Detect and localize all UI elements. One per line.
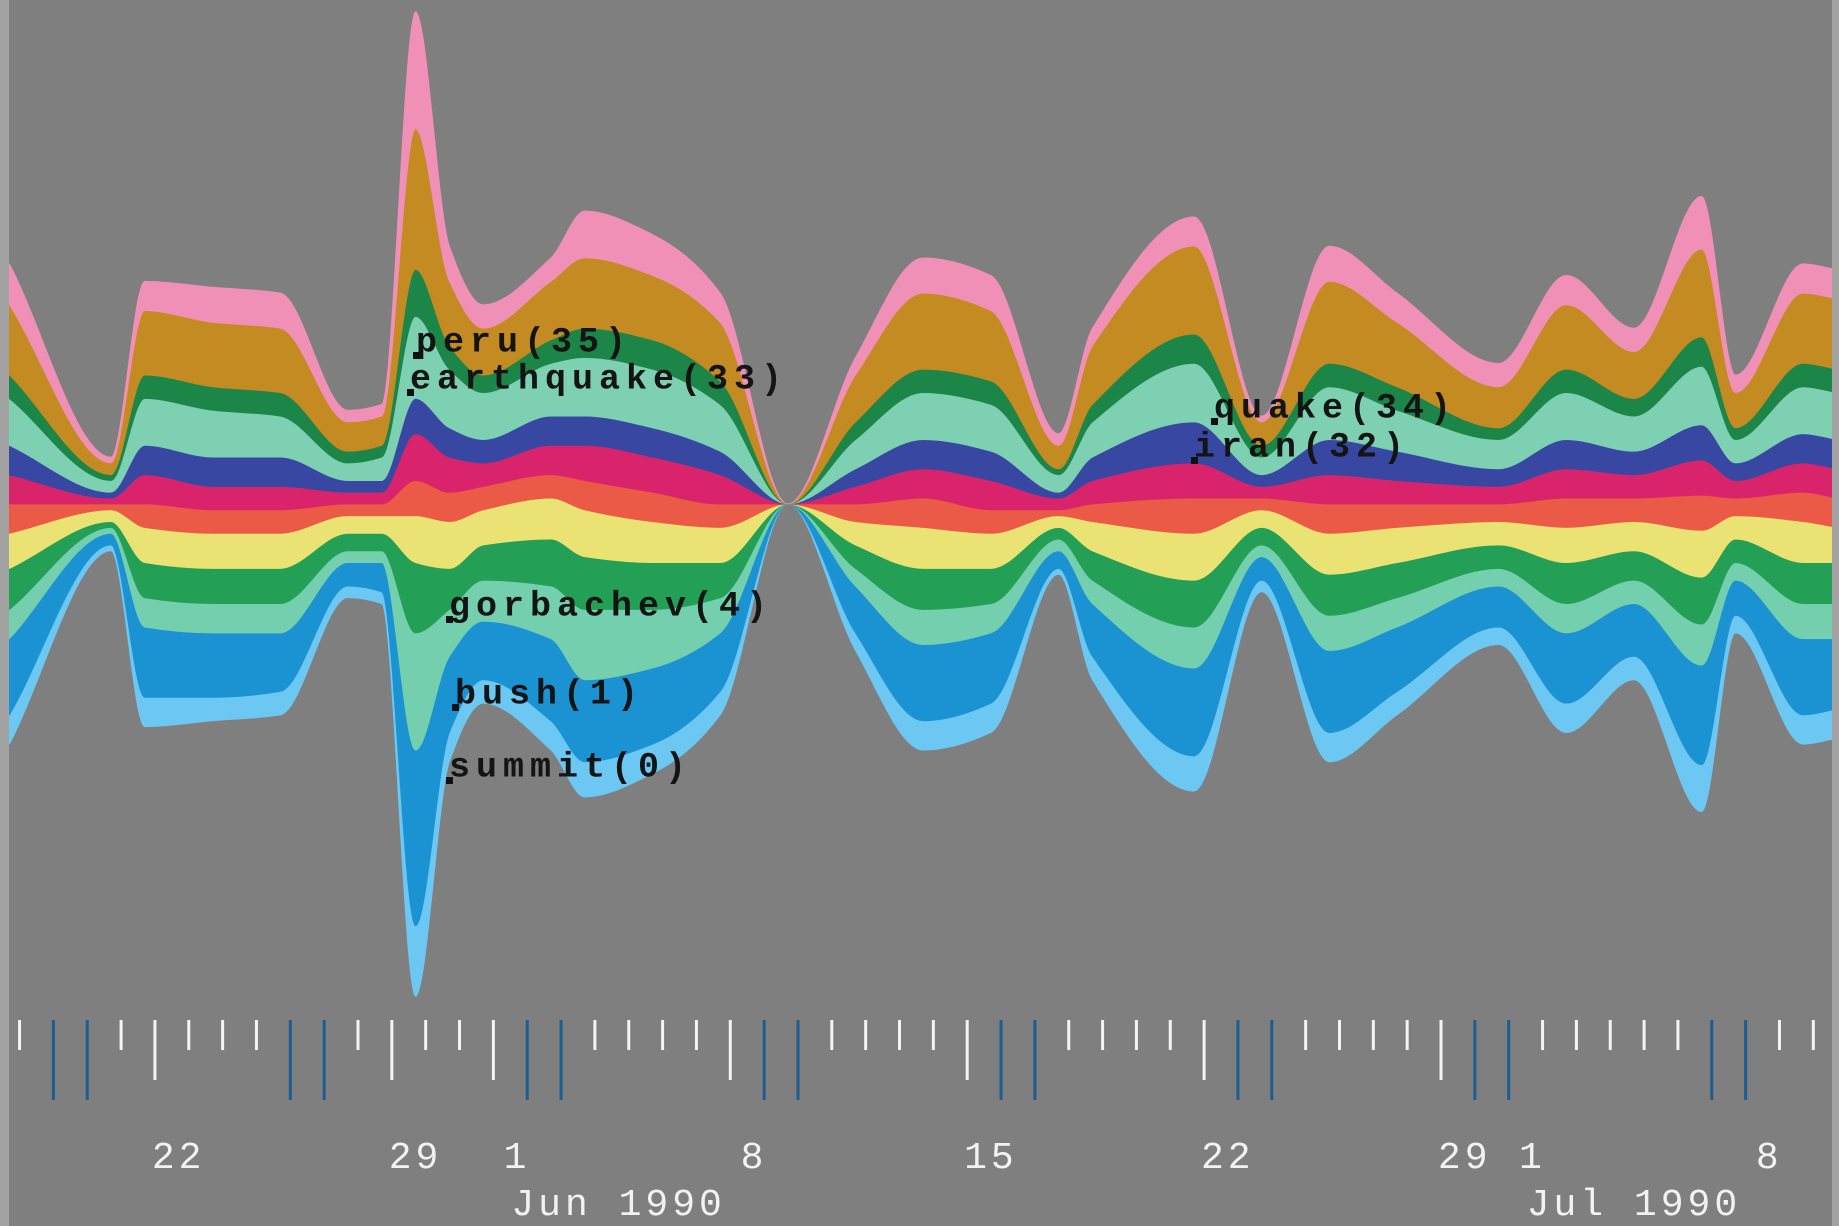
annotation: iran(32) <box>1194 427 1410 467</box>
x-tick-label: 22 <box>1201 1137 1255 1180</box>
annotation-dot <box>446 616 453 623</box>
annotation-dot <box>1211 418 1218 425</box>
month-label: Jun 1990 <box>511 1184 725 1226</box>
annotation: bush(1) <box>455 674 644 714</box>
annotation: quake(34) <box>1214 388 1457 428</box>
annotation-dot <box>452 704 459 711</box>
time-axis: 22 29 1 8 15 22 29 1 8 Jun 1990 Jul 1990 <box>18 1020 1815 1226</box>
month-label: Jul 1990 <box>1527 1184 1741 1226</box>
x-tick-label: 29 <box>1438 1137 1492 1180</box>
x-tick-label: 1 <box>504 1137 531 1180</box>
annotation-dot <box>446 777 453 784</box>
x-tick-label: 8 <box>741 1137 768 1180</box>
annotation: summit(0) <box>449 747 692 787</box>
x-tick-label: 15 <box>964 1137 1018 1180</box>
annotation-dot <box>413 352 420 359</box>
x-tick-label: 29 <box>389 1137 443 1180</box>
x-tick-label: 1 <box>1519 1137 1546 1180</box>
annotation: gorbachev(4) <box>449 586 773 626</box>
stream-layer <box>9 11 1832 505</box>
stream-layers <box>9 11 1832 997</box>
annotation: peru(35) <box>416 322 632 362</box>
annotation-dot <box>1191 457 1198 464</box>
annotation: earthquake(33) <box>410 359 788 399</box>
annotation-dot <box>407 389 414 396</box>
x-tick-label: 8 <box>1756 1137 1783 1180</box>
x-tick-label: 22 <box>152 1137 206 1180</box>
annotations: peru(35)earthquake(33) quake(34)iran(32) g… <box>407 322 1457 787</box>
